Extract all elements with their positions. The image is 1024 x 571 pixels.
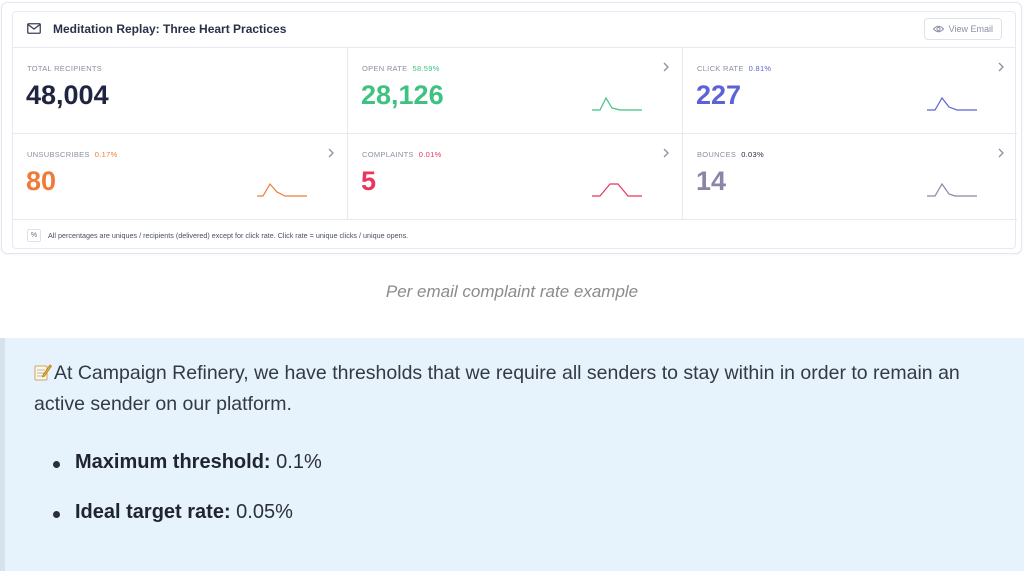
note-text: All percentages are uniques / recipients… xyxy=(48,230,409,240)
stat-percentage: 0.81% xyxy=(748,64,772,73)
bullet-label: Maximum threshold: xyxy=(75,451,271,473)
stat-value: 28,126 xyxy=(361,80,444,110)
stat-percentage: 0.03% xyxy=(741,150,764,159)
stat-value: 227 xyxy=(696,80,742,110)
list-item: Maximum threshold: 0.1% xyxy=(53,451,322,501)
image-caption: Per email complaint rate example xyxy=(385,282,639,301)
stat-percentage: 58.59% xyxy=(412,64,440,73)
bullet-label: Ideal target rate: xyxy=(75,501,231,523)
unsubscribes-sparkline xyxy=(257,182,307,197)
email-stats-panel: Meditation Replay: Three Heart Practices… xyxy=(12,11,1017,250)
view-email-label: View Email xyxy=(948,24,993,34)
card-header: Meditation Replay: Three Heart Practices… xyxy=(13,12,1015,48)
chevron-right-icon[interactable] xyxy=(328,148,334,158)
threshold-list: Maximum threshold: 0.1% Ideal target rat… xyxy=(53,451,322,551)
stat-open-rate[interactable]: OPEN RATE 58.59% 28,126 xyxy=(348,48,683,134)
stat-click-rate[interactable]: CLICK RATE 0.81% 227 xyxy=(683,48,1017,134)
memo-icon xyxy=(34,364,52,381)
eye-icon xyxy=(932,25,944,33)
complaints-sparkline xyxy=(592,183,642,197)
stat-complaints[interactable]: COMPLAINTS 0.01% 5 xyxy=(348,134,683,220)
stat-value: 48,004 xyxy=(26,80,109,110)
stat-unsubscribes[interactable]: UNSUBSCRIBES 0.17% 80 xyxy=(13,134,348,220)
chevron-right-icon[interactable] xyxy=(663,148,669,158)
mail-icon xyxy=(27,23,41,34)
stat-bounces[interactable]: BOUNCES 0.03% 14 xyxy=(683,134,1017,220)
stat-percentage: 0.17% xyxy=(94,150,118,159)
bullet-dot xyxy=(53,461,60,468)
bounces-sparkline xyxy=(927,182,977,197)
chevron-right-icon[interactable] xyxy=(998,148,1004,158)
bullet-value: 0.1% xyxy=(270,451,322,473)
stat-value: 14 xyxy=(696,166,727,196)
stat-total-recipients: TOTAL RECIPIENTS 48,004 xyxy=(13,48,348,134)
percentage-note: % All percentages are uniques / recipien… xyxy=(13,220,1015,250)
callout-text: At Campaign Refinery, we have thresholds… xyxy=(34,362,960,415)
email-title: Meditation Replay: Three Heart Practices xyxy=(53,22,287,36)
stat-label: TOTAL RECIPIENTS xyxy=(27,64,103,73)
stat-value: 5 xyxy=(361,166,377,196)
bullet-dot xyxy=(53,511,60,518)
chevron-right-icon[interactable] xyxy=(663,62,669,72)
click-rate-sparkline xyxy=(927,96,977,111)
stat-label: BOUNCES xyxy=(697,150,737,159)
info-callout: At Campaign Refinery, we have thresholds… xyxy=(0,338,1024,571)
list-item: Ideal target rate: 0.05% xyxy=(53,501,322,551)
view-email-button[interactable]: View Email xyxy=(923,18,1002,40)
chevron-right-icon[interactable] xyxy=(998,62,1004,72)
stat-label: CLICK RATE xyxy=(697,64,744,73)
stat-label: OPEN RATE xyxy=(362,64,408,73)
callout-paragraph: At Campaign Refinery, we have thresholds… xyxy=(34,358,994,420)
bullet-value: 0.05% xyxy=(230,501,293,523)
open-rate-sparkline xyxy=(592,96,642,111)
stat-percentage: 0.01% xyxy=(418,150,442,159)
stat-label: UNSUBSCRIBES xyxy=(27,150,90,159)
percent-icon: % xyxy=(27,228,41,242)
stat-value: 80 xyxy=(26,166,57,196)
stat-label: COMPLAINTS xyxy=(362,150,414,159)
email-stats-card: Meditation Replay: Three Heart Practices… xyxy=(1,2,1022,254)
